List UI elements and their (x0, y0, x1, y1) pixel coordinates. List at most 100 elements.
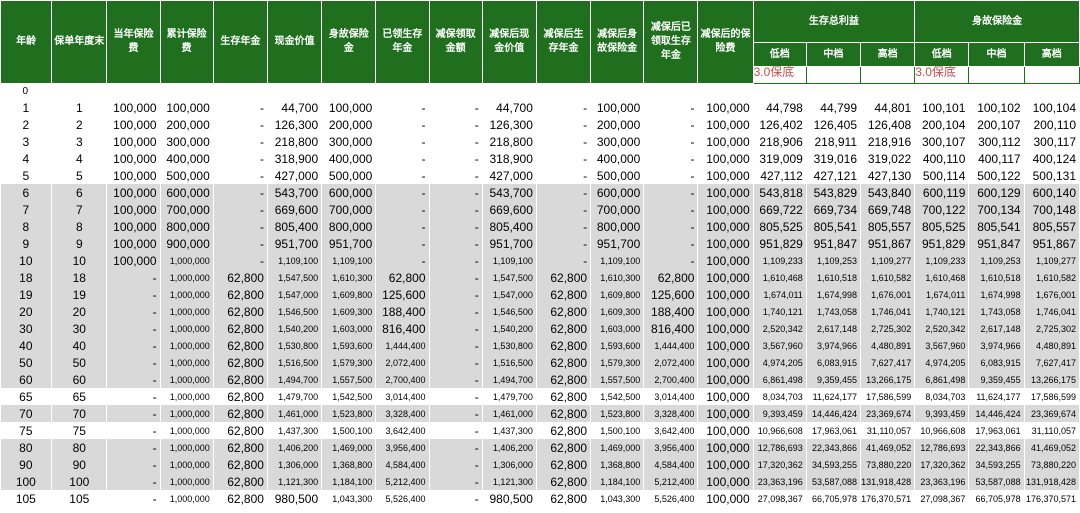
table-cell: 300,117 (1024, 133, 1080, 150)
table-cell: - (643, 201, 699, 218)
table-cell: 73,880,220 (860, 456, 916, 473)
table-cell: - (429, 473, 483, 490)
table-cell: 218,911 (806, 133, 862, 150)
table-cell: 22,343,866 (806, 439, 862, 456)
col-header-policy-year: 保单年度末 (51, 0, 108, 84)
table-cell: 1,674,011 (914, 286, 970, 303)
table-cell: - (429, 116, 483, 133)
table-cell: 100,000 (697, 235, 754, 252)
table-cell: 53,587,088 (968, 473, 1025, 490)
table-cell: - (429, 490, 483, 507)
table-cell: 100,102 (968, 99, 1025, 116)
table-cell: 40 (0, 337, 53, 354)
table-cell: - (106, 405, 161, 422)
table-cell: - (106, 269, 161, 286)
table-cell: 951,700 (267, 235, 323, 252)
table-cell: 6 (0, 184, 53, 201)
table-cell: 62,800 (536, 269, 592, 286)
table-cell: 100,000 (697, 405, 754, 422)
table-cell: 6,861,498 (753, 371, 807, 388)
col-header-death-benefit: 身故保险金 (321, 0, 377, 84)
table-cell: 319,022 (860, 150, 916, 167)
table-cell: 100,000 (697, 371, 754, 388)
table-cell: 1,109,277 (1024, 252, 1080, 269)
table-cell: 100,000 (697, 116, 754, 133)
table-cell: - (375, 150, 430, 167)
table-cell: 100,000 (697, 286, 754, 303)
table-cell: 1,000,000 (160, 337, 214, 354)
table-cell: 62,800 (536, 320, 592, 337)
table-cell: 218,906 (753, 133, 807, 150)
table-cell: 23,363,196 (914, 473, 970, 490)
table-cell: 1,674,011 (753, 286, 807, 303)
table-cell: 31,110,057 (860, 422, 916, 439)
table-cell: - (536, 99, 592, 116)
table-cell: 1,437,300 (482, 422, 537, 439)
table-cell: - (643, 133, 699, 150)
table-cell: 1,546,500 (267, 303, 323, 320)
sub-header-low: 低档 (914, 42, 970, 67)
table-cell: 3,567,960 (914, 337, 970, 354)
table-cell: 4,584,400 (375, 456, 430, 473)
table-cell: 400,000 (590, 150, 645, 167)
table-cell: 600,129 (968, 184, 1025, 201)
table-cell: 18 (0, 269, 53, 286)
table-cell: 5 (0, 167, 53, 184)
table-cell: 4,480,891 (1024, 337, 1080, 354)
guarantee-note-death: 3.0保底 (915, 65, 956, 79)
table-cell: 62,800 (643, 269, 699, 286)
table-cell: 1,000,000 (160, 252, 214, 269)
table-cell: 700,000 (321, 201, 377, 218)
table-row: 2 2 100,000 200,000-126,300 200,000- -126,300… (0, 116, 1080, 133)
table-cell: 1,444,400 (643, 337, 699, 354)
table-cell: 1,516,500 (482, 354, 537, 371)
table-row: 3 3 100,000 300,000-218,800 300,000- -218,800… (0, 133, 1080, 150)
table-row: 50 50-1,000,000 62,800 1,516,500 1,579,300 2,… (0, 354, 1080, 371)
table-cell: - (429, 218, 483, 235)
table-cell: 62,800 (213, 303, 268, 320)
table-cell: 27,098,367 (753, 490, 807, 507)
table-cell: 800,000 (321, 218, 377, 235)
table-cell: - (429, 99, 483, 116)
table-cell: 14,446,424 (968, 405, 1025, 422)
table-cell: 3,328,400 (643, 405, 699, 422)
table-cell: 125,600 (375, 286, 430, 303)
table-cell: - (429, 252, 483, 269)
table-cell: - (375, 99, 430, 116)
table-cell: 6 (51, 184, 108, 201)
table-row: 90 90-1,000,000 62,800 1,306,000 1,368,800 4,… (0, 456, 1080, 473)
table-cell: 100,000 (106, 184, 161, 201)
table-cell: 12,786,693 (753, 439, 807, 456)
table-cell: 300,107 (914, 133, 970, 150)
table-cell: 31,110,057 (1024, 422, 1080, 439)
table-cell: 951,829 (914, 235, 970, 252)
table-cell: 5,526,400 (375, 490, 430, 507)
table-cell: 1,043,300 (590, 490, 645, 507)
table-cell: 900,000 (160, 235, 214, 252)
table-cell: 1,610,582 (860, 269, 916, 286)
table-cell: 100,000 (590, 99, 645, 116)
table-cell: 62,800 (213, 439, 268, 456)
table-cell: 1,000,000 (160, 388, 214, 405)
table-cell: 7,627,417 (1024, 354, 1080, 371)
table-cell: 1,109,100 (267, 252, 323, 269)
table-cell: - (375, 184, 430, 201)
table-cell: 2,617,148 (806, 320, 862, 337)
table-cell: 34,593,255 (806, 456, 862, 473)
table-cell: 9,359,455 (968, 371, 1025, 388)
table-cell: - (213, 99, 268, 116)
table-cell: 1,540,200 (482, 320, 537, 337)
table-cell: 1,437,300 (267, 422, 323, 439)
table-cell: 44,799 (806, 99, 862, 116)
table-cell: 62,800 (536, 337, 592, 354)
table-cell: 319,009 (753, 150, 807, 167)
table-cell: 805,557 (1024, 218, 1080, 235)
table-cell: 50 (0, 354, 53, 371)
group-header-survival: 生存总利益 (752, 0, 916, 43)
table-cell: 1,000,000 (160, 286, 214, 303)
table-cell: 1,479,700 (482, 388, 537, 405)
table-cell: 805,400 (267, 218, 323, 235)
table-cell: - (213, 150, 268, 167)
sub-header-mid: 中档 (968, 42, 1025, 67)
table-cell: 1,109,100 (590, 252, 645, 269)
